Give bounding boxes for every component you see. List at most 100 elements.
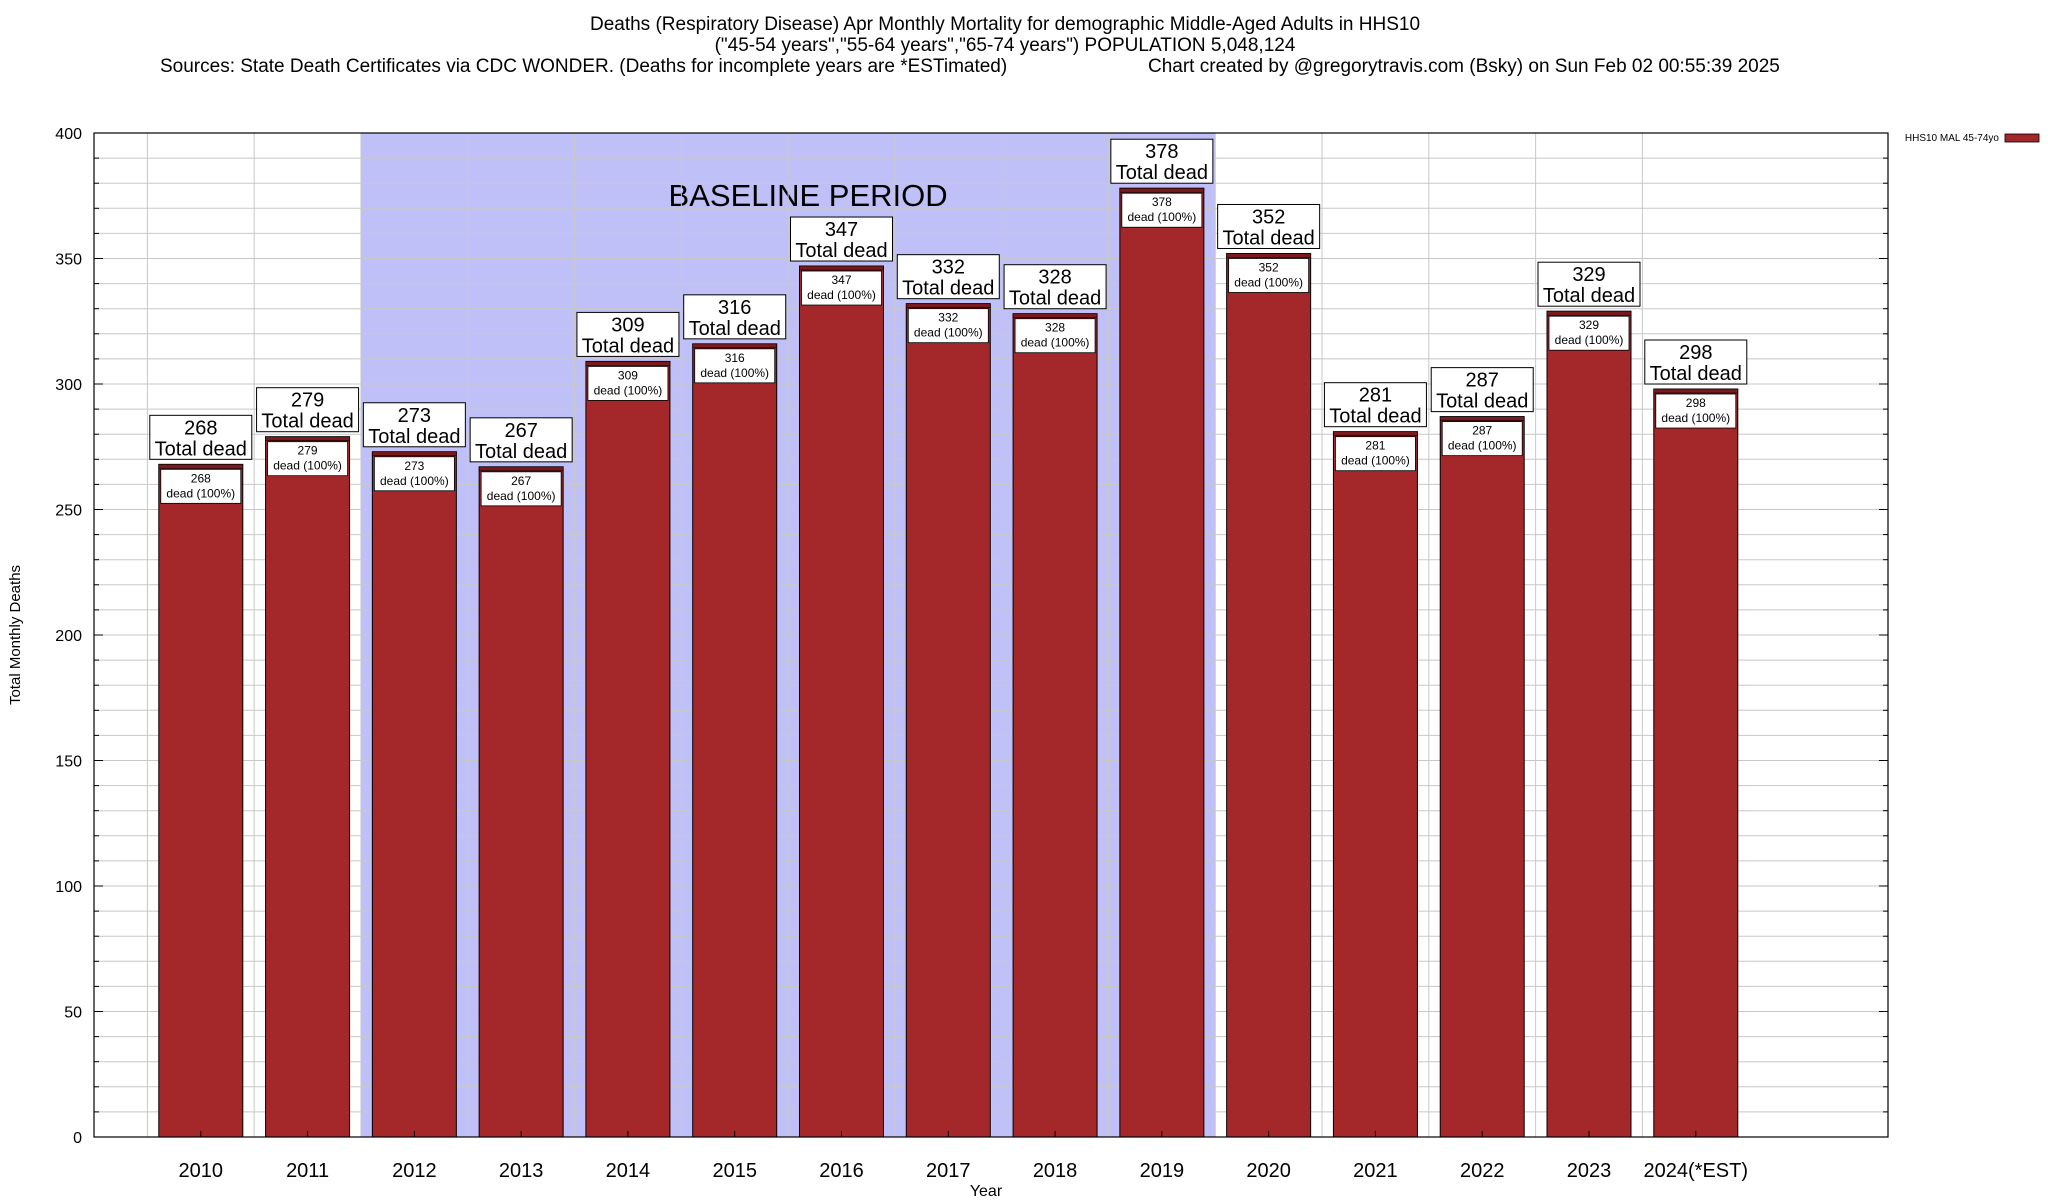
bar-cap xyxy=(692,343,778,349)
inner-label-value: 298 xyxy=(1686,396,1706,410)
total-label-suffix: Total dead xyxy=(1222,227,1314,249)
bar-cap xyxy=(1653,388,1739,394)
total-label-box xyxy=(1110,138,1214,184)
total-label-value: 267 xyxy=(504,420,537,442)
total-label-box xyxy=(896,254,1000,300)
inner-label-value: 281 xyxy=(1365,439,1385,453)
inner-label-box xyxy=(694,348,776,384)
inner-label-value: 268 xyxy=(191,471,211,485)
inner-label-suffix: dead (100%) xyxy=(380,474,449,488)
inner-label-suffix: dead (100%) xyxy=(487,489,556,503)
total-label-value: 268 xyxy=(184,417,217,439)
bar-2023 xyxy=(1546,310,1632,1138)
total-label-suffix: Total dead xyxy=(795,240,887,262)
total-label-suffix: Total dead xyxy=(1009,288,1101,310)
bar-2020 xyxy=(1226,252,1312,1138)
y-tick-label: 400 xyxy=(55,126,82,143)
total-label-box xyxy=(149,414,253,460)
total-label-value: 281 xyxy=(1359,385,1392,407)
total-label-value: 298 xyxy=(1679,342,1712,364)
inner-label-suffix: dead (100%) xyxy=(1021,336,1090,350)
bar-cap xyxy=(1546,310,1632,316)
x-tick-label: 2015 xyxy=(712,1160,757,1182)
inner-label-value: 332 xyxy=(938,311,958,325)
inner-label-value: 267 xyxy=(511,474,531,488)
bar-cap xyxy=(372,451,457,457)
y-tick-label: 350 xyxy=(55,252,82,269)
total-label-suffix: Total dead xyxy=(1116,162,1208,184)
inner-label-suffix: dead (100%) xyxy=(807,288,876,302)
total-label-box xyxy=(683,294,787,340)
total-label-suffix: Total dead xyxy=(1329,406,1421,428)
x-tick-label: 2014 xyxy=(606,1160,651,1182)
total-label-suffix: Total dead xyxy=(1650,363,1742,385)
inner-label-box xyxy=(1655,393,1737,429)
x-tick-label: 2021 xyxy=(1353,1160,1398,1182)
inner-label-value: 287 xyxy=(1472,424,1492,438)
bar-cap xyxy=(799,265,884,271)
total-label-suffix: Total dead xyxy=(902,278,994,300)
y-tick-label: 100 xyxy=(55,879,82,896)
bar-2012 xyxy=(371,451,457,1138)
inner-label-value: 329 xyxy=(1579,318,1599,332)
inner-label-suffix: dead (100%) xyxy=(1448,439,1517,453)
inner-label-box xyxy=(587,366,669,401)
bar-cap xyxy=(1333,431,1418,436)
bar-cap xyxy=(1119,187,1205,193)
inner-label-value: 309 xyxy=(618,368,638,382)
bar-2015 xyxy=(692,343,778,1138)
total-label-value: 309 xyxy=(611,314,644,336)
y-tick-label: 0 xyxy=(73,1130,82,1147)
y-tick-label: 150 xyxy=(55,754,82,771)
bar-2013 xyxy=(478,466,564,1138)
bar-2019 xyxy=(1119,187,1205,1138)
bar-cap xyxy=(905,303,991,308)
x-tick-label: 2018 xyxy=(1033,1160,1078,1182)
inner-label-value: 273 xyxy=(404,459,424,473)
x-tick-label: 2016 xyxy=(819,1160,864,1182)
inner-label-suffix: dead (100%) xyxy=(1555,333,1624,347)
chart-header: Deaths (Respiratory Disease) Apr Monthly… xyxy=(160,14,1780,77)
total-label-suffix: Total dead xyxy=(1543,285,1635,307)
inner-label-box xyxy=(480,471,562,507)
baseline-period-label: BASELINE PERIOD xyxy=(669,178,948,213)
total-label-value: 287 xyxy=(1466,370,1499,392)
bars-layer xyxy=(158,187,1739,1138)
legend-entry-label: HHS10 MAL 45-74yo xyxy=(1905,133,2000,144)
total-label-box xyxy=(256,387,360,433)
inner-label-box xyxy=(801,270,882,306)
x-tick-label: 2020 xyxy=(1246,1160,1291,1182)
bar-2022 xyxy=(1439,416,1525,1138)
y-tick-label: 250 xyxy=(55,503,82,520)
x-tick-label: 2019 xyxy=(1140,1160,1185,1182)
x-tick-label: 2017 xyxy=(926,1160,971,1182)
total-label-value: 332 xyxy=(932,257,965,279)
total-label-suffix: Total dead xyxy=(261,411,353,433)
inner-label-value: 279 xyxy=(298,444,318,458)
chart-title-line-1: Deaths (Respiratory Disease) Apr Monthly… xyxy=(590,14,1420,35)
inner-label-box xyxy=(373,456,455,492)
total-label-box xyxy=(790,216,893,262)
bar-2021 xyxy=(1332,431,1418,1138)
bar-cap xyxy=(1226,253,1311,258)
legend: HHS10 MAL 45-74yo xyxy=(1905,133,2040,144)
total-label-suffix: Total dead xyxy=(689,318,781,340)
x-axis-label: Year xyxy=(970,1183,1003,1200)
total-label-value: 347 xyxy=(825,219,858,241)
total-label-value: 378 xyxy=(1145,141,1178,163)
